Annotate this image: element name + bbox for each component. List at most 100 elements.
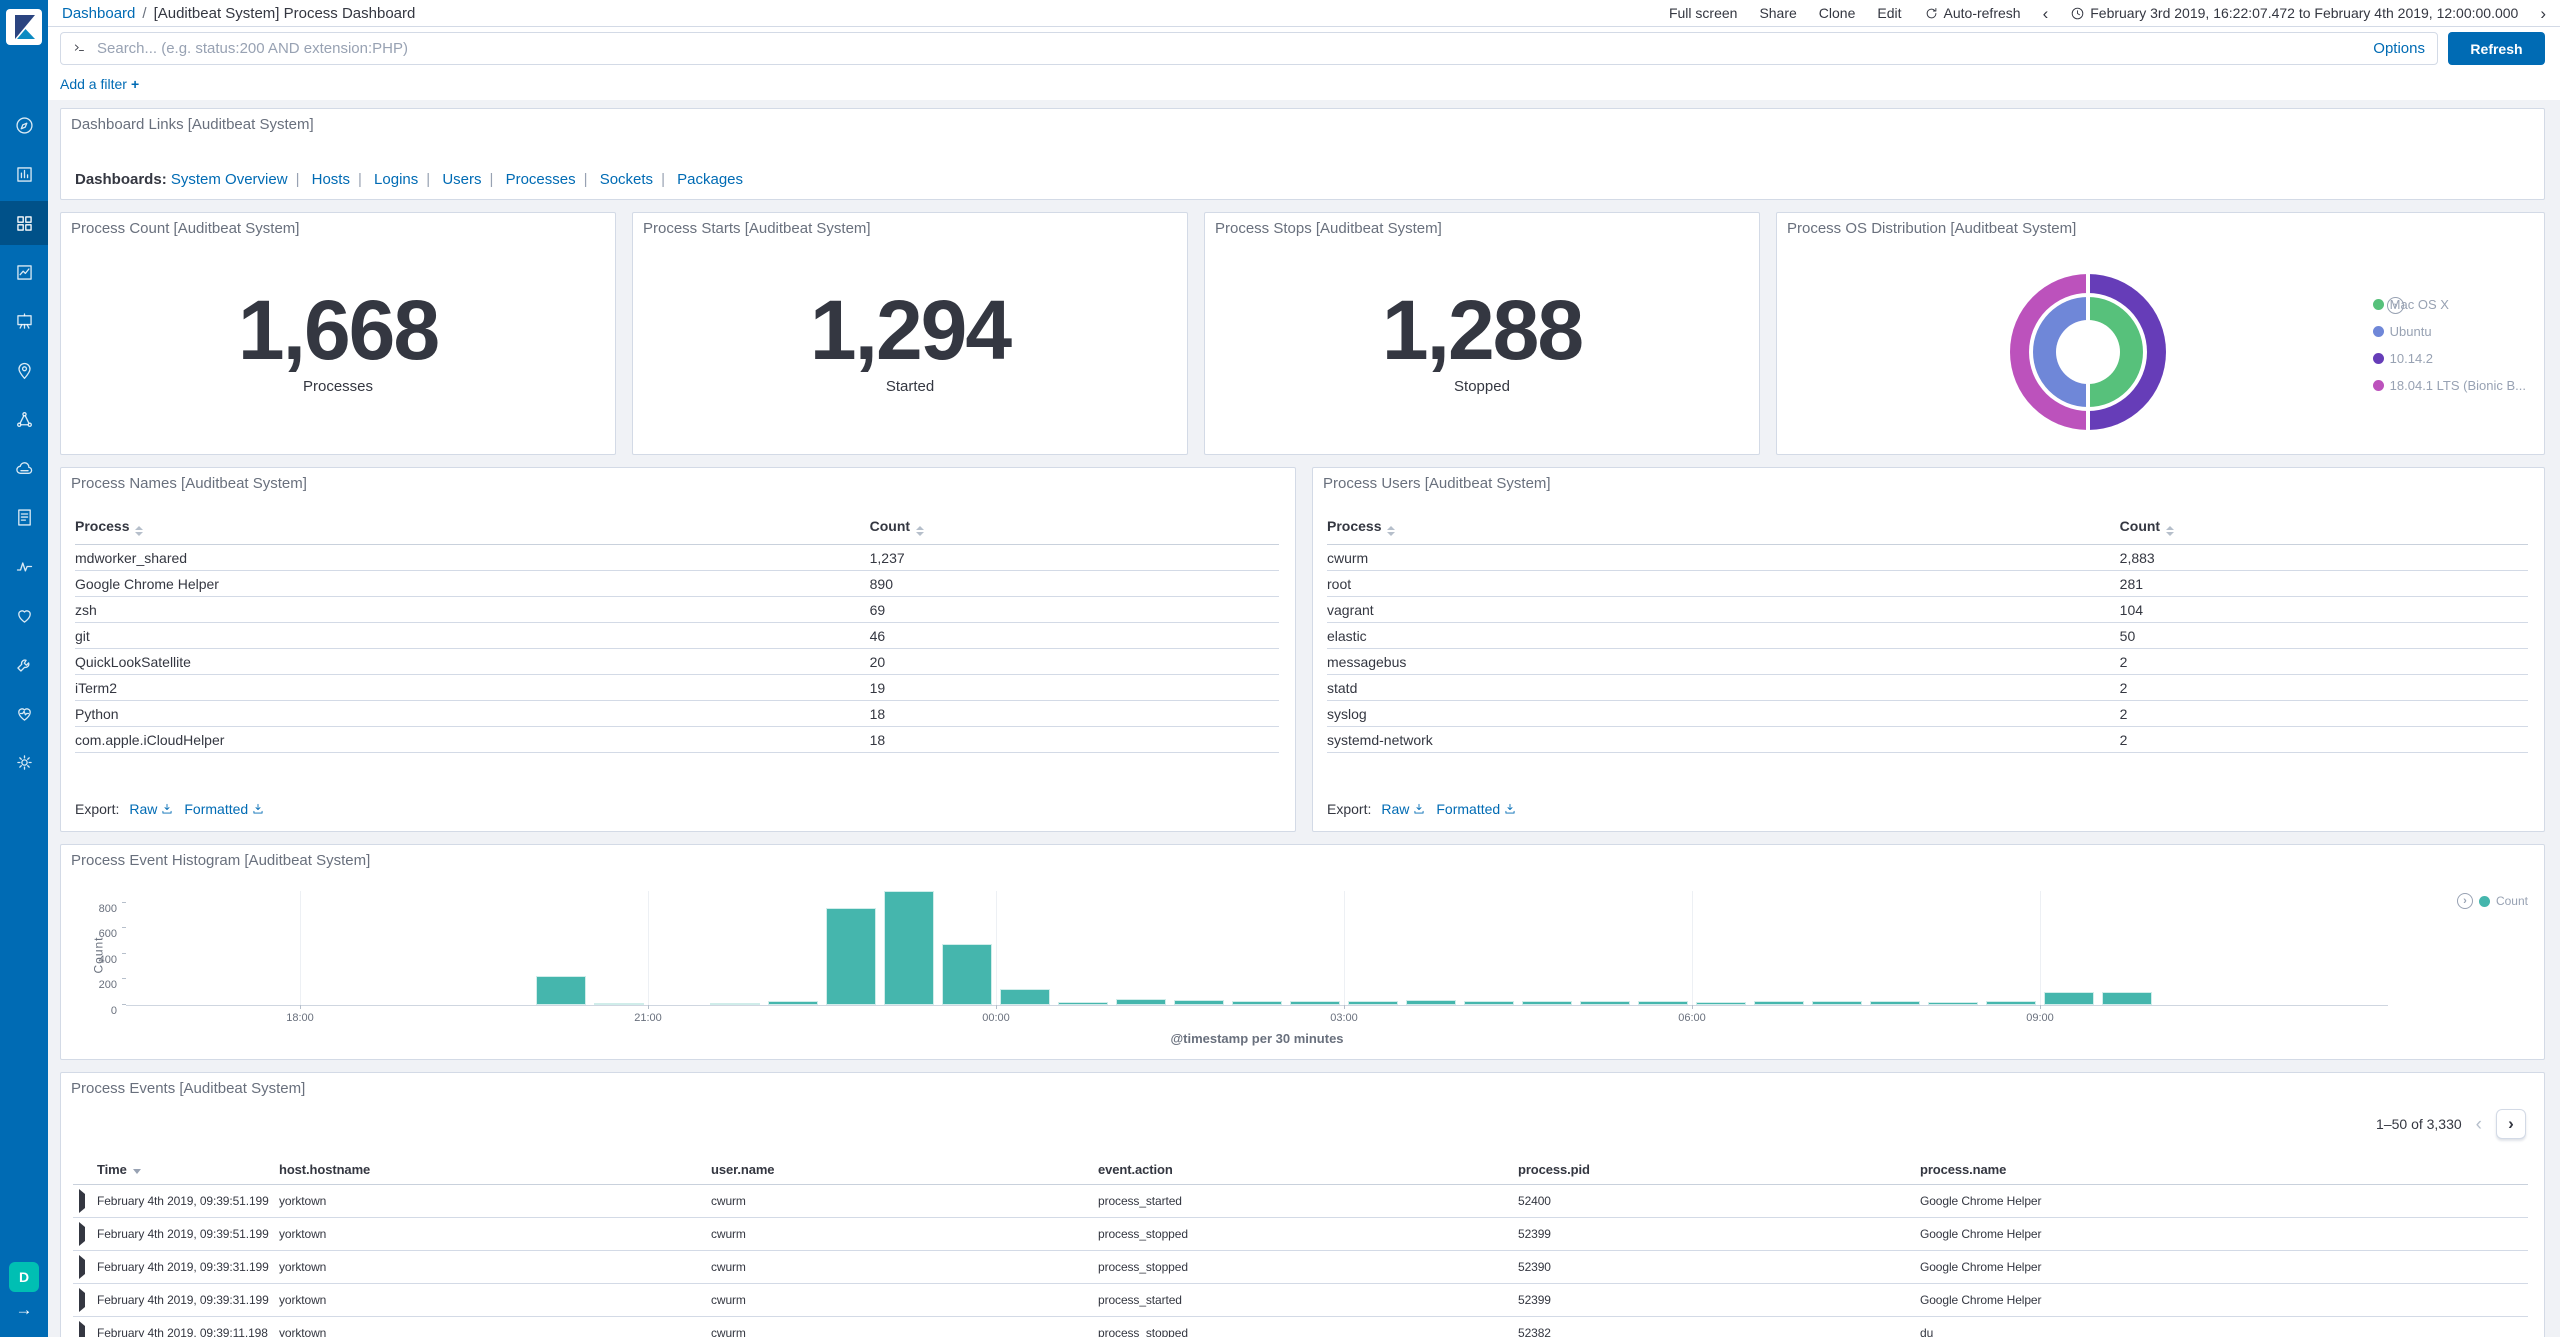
histogram-bar-08:00[interactable] (1928, 1001, 1978, 1005)
legend-item[interactable]: 10.14.2 (2372, 351, 2526, 366)
kibana-logo[interactable] (6, 9, 42, 45)
column-header-host-hostname[interactable]: host.hostname (279, 1162, 371, 1177)
column-header-process[interactable]: Process (75, 518, 870, 536)
legend-item[interactable]: 18.04.1 LTS (Bionic B... (2372, 378, 2526, 393)
sidebar-item-management[interactable] (0, 740, 48, 784)
histogram-bar-06:30[interactable] (1754, 1001, 1804, 1005)
histogram-legend[interactable]: › Count (2456, 893, 2528, 909)
column-header-process-pid[interactable]: process.pid (1518, 1162, 1590, 1177)
expand-row-icon[interactable] (79, 1189, 85, 1213)
histogram-bar-00:30[interactable] (1058, 1001, 1108, 1005)
column-header-user-name[interactable]: user.name (711, 1162, 775, 1177)
histogram-bar-00:00[interactable] (1000, 989, 1050, 1005)
space-badge[interactable]: D (9, 1262, 39, 1292)
sidebar-item-apm[interactable] (0, 544, 48, 588)
column-header-count[interactable]: Count (2120, 518, 2528, 536)
panel-os-distribution: Process OS Distribution [Auditbeat Syste… (1776, 212, 2545, 455)
pid-cell: 52382 (1518, 1326, 1551, 1337)
column-header-process-name[interactable]: process.name (1920, 1162, 2007, 1177)
histogram-bar-05:00[interactable] (1580, 1000, 1630, 1005)
export-raw-link[interactable]: Raw (1381, 801, 1426, 817)
expand-row-icon[interactable] (79, 1288, 85, 1312)
dashboard-link-processes[interactable]: Processes (501, 171, 576, 188)
sidebar-item-visualize[interactable] (0, 152, 48, 196)
legend-toggle-icon[interactable]: › (2387, 297, 2404, 314)
histogram-bar-04:00[interactable] (1464, 1001, 1514, 1005)
legend-dot (2372, 380, 2384, 391)
histogram-bar-01:00[interactable] (1116, 999, 1166, 1005)
dashboard-link-packages[interactable]: Packages (672, 171, 744, 188)
breadcrumb-dashboard-link[interactable]: Dashboard (62, 4, 136, 22)
time-back-button[interactable]: ‹ (2042, 3, 2049, 23)
toolbar-edit-button[interactable]: Edit (1877, 5, 1902, 21)
expand-row-icon[interactable] (79, 1222, 85, 1246)
search-input[interactable] (97, 40, 2362, 57)
histogram-bar-23:30[interactable] (942, 943, 992, 1005)
legend-item[interactable]: Ubuntu (2372, 324, 2526, 339)
histogram-bar-03:00[interactable] (1348, 1001, 1398, 1005)
sidebar-item-machine-learning[interactable] (0, 397, 48, 441)
export-formatted-link[interactable]: Formatted (184, 801, 265, 817)
previous-page-button[interactable]: ‹ (2475, 1113, 2482, 1135)
dashboard-link-sockets[interactable]: Sockets (595, 171, 654, 188)
histogram-bar-03:30[interactable] (1406, 999, 1456, 1005)
sidebar-item-monitoring[interactable] (0, 691, 48, 735)
export-formatted-link[interactable]: Formatted (1436, 801, 1517, 817)
auto-refresh-button[interactable]: Auto-refresh (1924, 5, 2021, 21)
histogram-bar-01:30[interactable] (1174, 1000, 1224, 1005)
sidebar-item-timelion[interactable] (0, 250, 48, 294)
dashboard-link-logins[interactable]: Logins (369, 171, 419, 188)
add-filter-link[interactable]: Add a filter + (60, 76, 140, 92)
histogram-bar-05:30[interactable] (1638, 1001, 1688, 1005)
histogram-bar-20:00[interactable] (536, 975, 586, 1005)
histogram-bar-22:00[interactable] (768, 1000, 818, 1005)
histogram-bar-09:00[interactable] (2044, 992, 2094, 1005)
histogram-bar-22:30[interactable] (826, 907, 876, 1005)
histogram-bar-23:00[interactable] (884, 891, 934, 1005)
refresh-button[interactable]: Refresh (2448, 32, 2545, 65)
histogram-bar-07:00[interactable] (1812, 1000, 1862, 1005)
collapse-nav-arrow[interactable]: → (15, 1300, 33, 1319)
histogram-bar-21:30[interactable] (710, 1003, 760, 1005)
histogram-bar-02:00[interactable] (1232, 1000, 1282, 1005)
dashboard-link-hosts[interactable]: Hosts (307, 171, 350, 188)
query-options-link[interactable]: Options (2373, 40, 2425, 57)
metric-label: Started (885, 378, 935, 395)
column-header-process[interactable]: Process (1327, 518, 2120, 536)
sidebar-item-dashboard[interactable] (0, 201, 48, 245)
export-raw-link[interactable]: Raw (129, 801, 174, 817)
time-forward-button[interactable]: › (2540, 3, 2546, 23)
sidebar-item-logs[interactable] (0, 495, 48, 539)
next-page-button[interactable]: › (2496, 1109, 2526, 1139)
time-range-picker[interactable]: February 3rd 2019, 16:22:07.472 to Febru… (2070, 5, 2518, 21)
sidebar-item-maps[interactable] (0, 348, 48, 392)
sidebar-item-discover[interactable] (0, 103, 48, 147)
histogram-bar-02:30[interactable] (1290, 1001, 1340, 1005)
sidebar-item-uptime[interactable] (0, 593, 48, 637)
expand-row-icon[interactable] (79, 1255, 85, 1279)
histogram-bar-07:30[interactable] (1870, 1000, 1920, 1005)
histogram-bar-08:30[interactable] (1986, 1001, 2036, 1005)
sidebar-item-canvas[interactable] (0, 299, 48, 343)
histogram-bar-09:30[interactable] (2102, 992, 2152, 1005)
column-header-event-action[interactable]: event.action (1098, 1162, 1173, 1177)
os-donut-chart[interactable] (2010, 274, 2166, 430)
histogram-bar-06:00[interactable] (1696, 1001, 1746, 1005)
legend-item[interactable]: Mac OS X (2372, 297, 2526, 312)
toolbar-full-screen-button[interactable]: Full screen (1668, 5, 1738, 21)
link-separator: | (295, 171, 300, 188)
column-header-count[interactable]: Count (870, 518, 1279, 536)
sidebar-item-infrastructure[interactable] (0, 446, 48, 490)
column-header-time[interactable]: Time (97, 1162, 279, 1177)
legend-toggle-icon[interactable]: › (2456, 893, 2473, 909)
toolbar-clone-button[interactable]: Clone (1818, 5, 1856, 21)
dashboard-link-users[interactable]: Users (438, 171, 482, 188)
expand-row-icon[interactable] (79, 1321, 85, 1337)
toolbar-share-button[interactable]: Share (1759, 5, 1797, 21)
x-axis-label: @timestamp per 30 minutes (1170, 1031, 1344, 1046)
process-cell: elastic (1327, 627, 1367, 644)
histogram-bar-20:30[interactable] (594, 1003, 644, 1005)
dashboard-link-system-overview[interactable]: System Overview (170, 171, 288, 188)
histogram-bar-04:30[interactable] (1522, 1000, 1572, 1005)
sidebar-item-dev-tools[interactable] (0, 642, 48, 686)
